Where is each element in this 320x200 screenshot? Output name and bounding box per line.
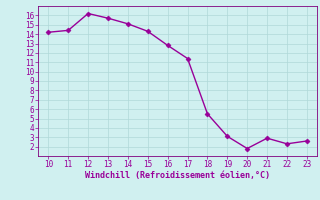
X-axis label: Windchill (Refroidissement éolien,°C): Windchill (Refroidissement éolien,°C) (85, 171, 270, 180)
